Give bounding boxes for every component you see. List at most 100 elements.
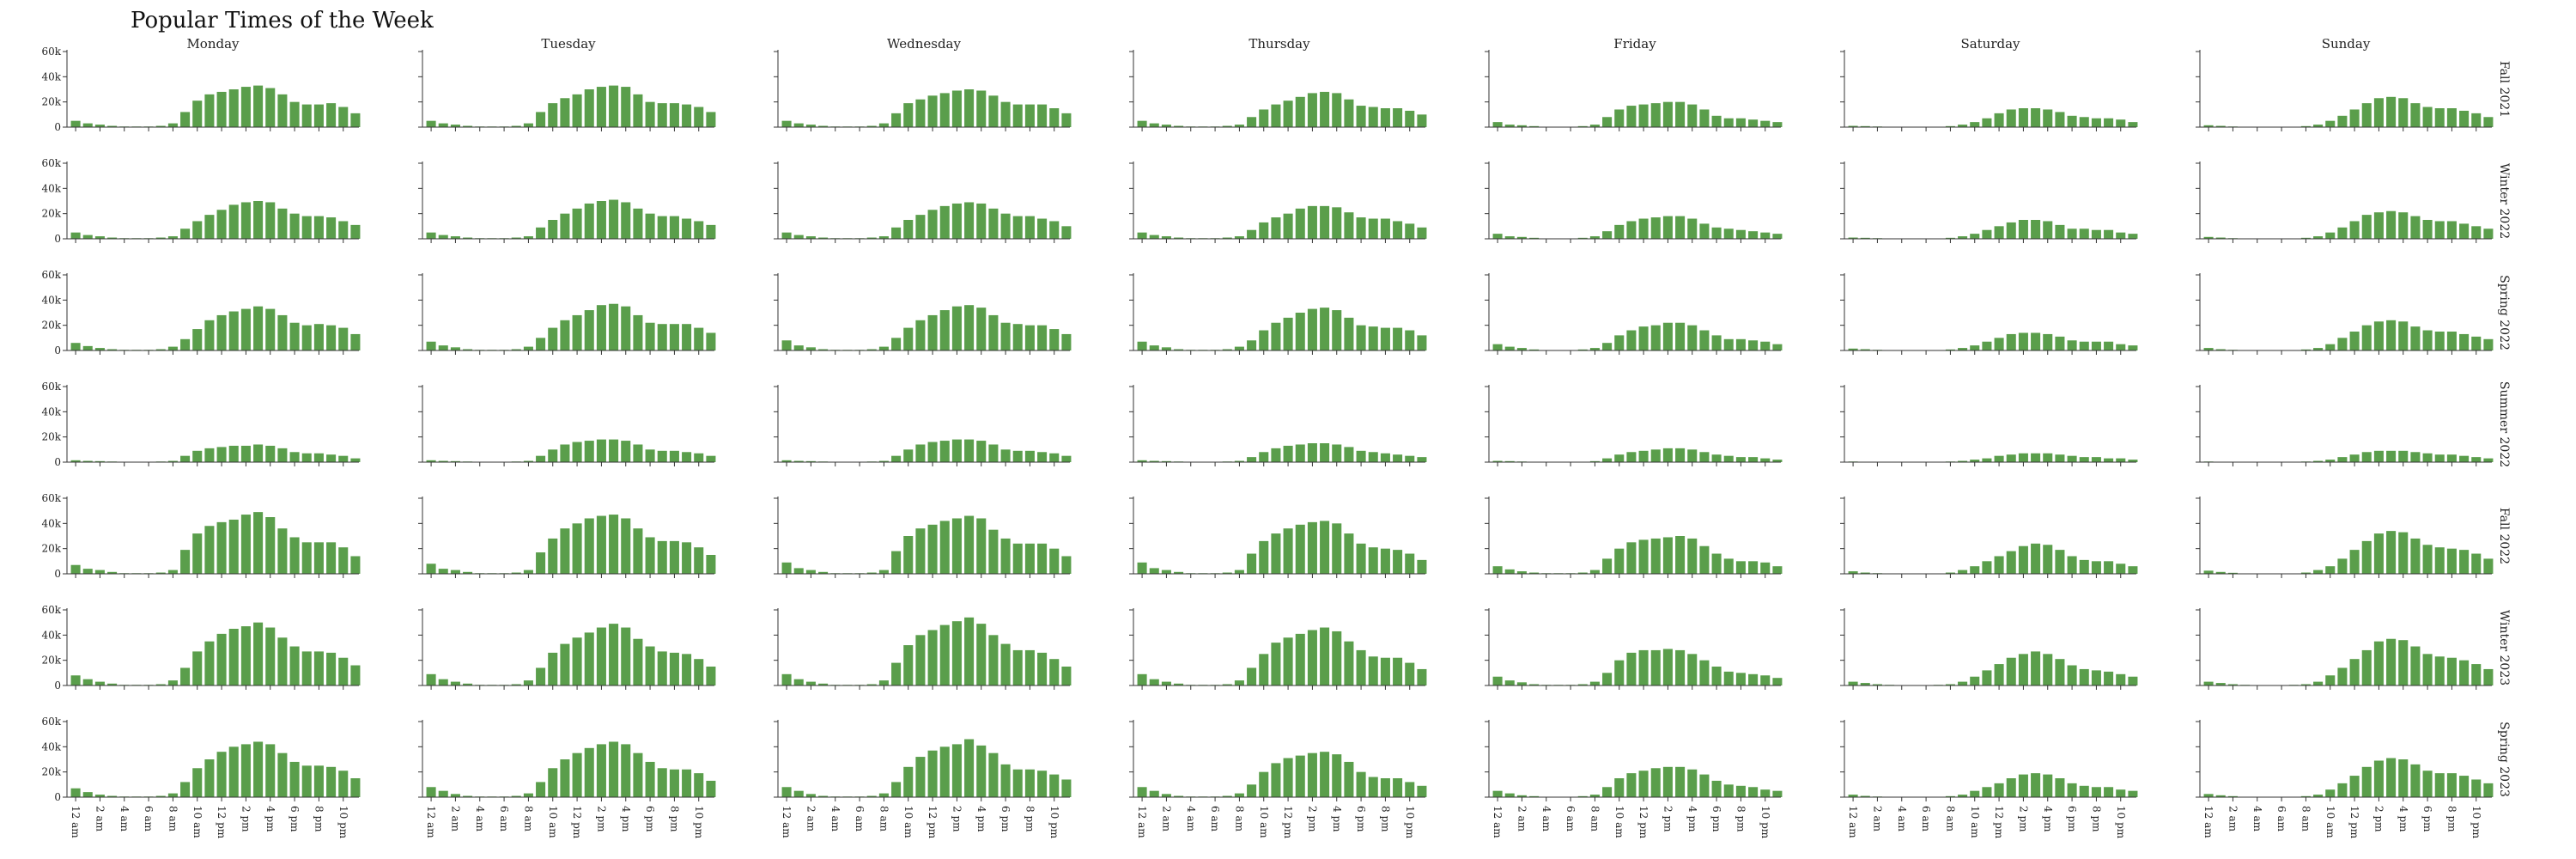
bar: [1332, 310, 1342, 350]
bar: [976, 90, 987, 127]
bar: [1024, 543, 1035, 574]
bar: [2313, 681, 2324, 685]
bar: [1848, 571, 1858, 574]
bar: [204, 215, 215, 239]
bar: [2398, 532, 2409, 574]
bar: [1614, 660, 1625, 685]
bar: [1662, 101, 1673, 127]
bar: [1024, 450, 1035, 462]
bar: [548, 220, 558, 239]
bar: [2446, 657, 2457, 685]
bar: [1945, 572, 1955, 574]
bar: [891, 662, 902, 685]
x-tick-label: 6 am: [1209, 806, 1221, 832]
bar: [903, 766, 914, 797]
x-tick-label: 6 pm: [2421, 806, 2433, 832]
bar: [596, 515, 606, 574]
bar: [94, 236, 105, 239]
bar: [1417, 668, 1427, 685]
bar: [609, 439, 619, 462]
bar: [1405, 455, 1415, 462]
bar: [240, 626, 251, 685]
bar: [1271, 763, 1281, 797]
bar: [669, 216, 679, 239]
bar: [289, 646, 300, 685]
day-header: Thursday: [1249, 36, 1310, 52]
bar: [669, 450, 679, 462]
bar: [2055, 778, 2065, 797]
bar: [1699, 109, 1710, 127]
bar: [228, 746, 239, 797]
bar: [523, 680, 533, 685]
bar: [2410, 326, 2421, 350]
bar: [1958, 460, 1968, 462]
bar: [657, 103, 667, 127]
bar: [682, 104, 692, 127]
bar: [2349, 221, 2360, 239]
bar: [1848, 348, 1858, 350]
bar: [301, 104, 312, 127]
bar: [253, 306, 264, 350]
bar: [438, 679, 448, 685]
day-header: Tuesday: [541, 36, 596, 52]
x-tick-label: 10 pm: [2115, 806, 2127, 839]
bar: [1699, 774, 1710, 797]
bar: [694, 659, 704, 685]
panel: [1840, 497, 2138, 578]
bar: [1699, 330, 1710, 350]
bar: [1848, 795, 1858, 797]
bar: [1687, 654, 1698, 685]
bar: [1772, 790, 1783, 797]
bar: [2471, 779, 2482, 797]
bar: [1417, 559, 1427, 574]
bar: [2337, 227, 2348, 239]
panel: [1129, 273, 1427, 355]
bar: [523, 123, 533, 127]
y-tick-label: 0: [54, 121, 61, 133]
bar: [1234, 460, 1244, 462]
bar: [1393, 327, 1403, 350]
bar: [1492, 460, 1503, 462]
x-tick-label: 8 am: [2300, 806, 2312, 832]
bar: [2104, 341, 2114, 350]
bar: [155, 125, 166, 127]
bar: [903, 536, 914, 574]
bar: [548, 327, 558, 350]
bar: [1344, 533, 1354, 574]
panel: [1129, 497, 1427, 578]
bar: [2055, 454, 2065, 462]
bar: [463, 683, 473, 685]
bar: [927, 750, 938, 797]
x-tick-label: 4 am: [474, 806, 486, 832]
x-tick-label: 2 am: [1160, 806, 1172, 832]
bar: [2215, 237, 2226, 239]
bar: [1024, 769, 1035, 797]
x-tick-label: 6 am: [498, 806, 510, 832]
bar: [1393, 550, 1403, 574]
bar: [645, 449, 655, 462]
bar: [1137, 460, 1147, 462]
bar: [350, 778, 361, 797]
bar: [2091, 341, 2101, 350]
bar: [2398, 640, 2409, 685]
bar: [2043, 654, 2053, 685]
bar: [2483, 558, 2494, 574]
bar: [1614, 454, 1625, 462]
bar: [596, 201, 606, 239]
bar: [2018, 774, 2028, 797]
bar: [1037, 104, 1048, 127]
bar: [1356, 771, 1366, 797]
x-tick-label: 6 am: [854, 806, 866, 832]
bar: [107, 237, 118, 239]
bar: [1602, 458, 1613, 462]
bar: [2361, 766, 2372, 797]
x-tick-label: 2 pm: [2372, 806, 2385, 832]
bar: [192, 768, 203, 797]
bar: [2422, 453, 2433, 462]
bar: [253, 444, 264, 462]
bar: [1516, 348, 1527, 350]
bar: [572, 314, 582, 350]
x-tick-label: 4 pm: [975, 806, 987, 832]
bar: [621, 306, 631, 350]
bar: [682, 218, 692, 239]
